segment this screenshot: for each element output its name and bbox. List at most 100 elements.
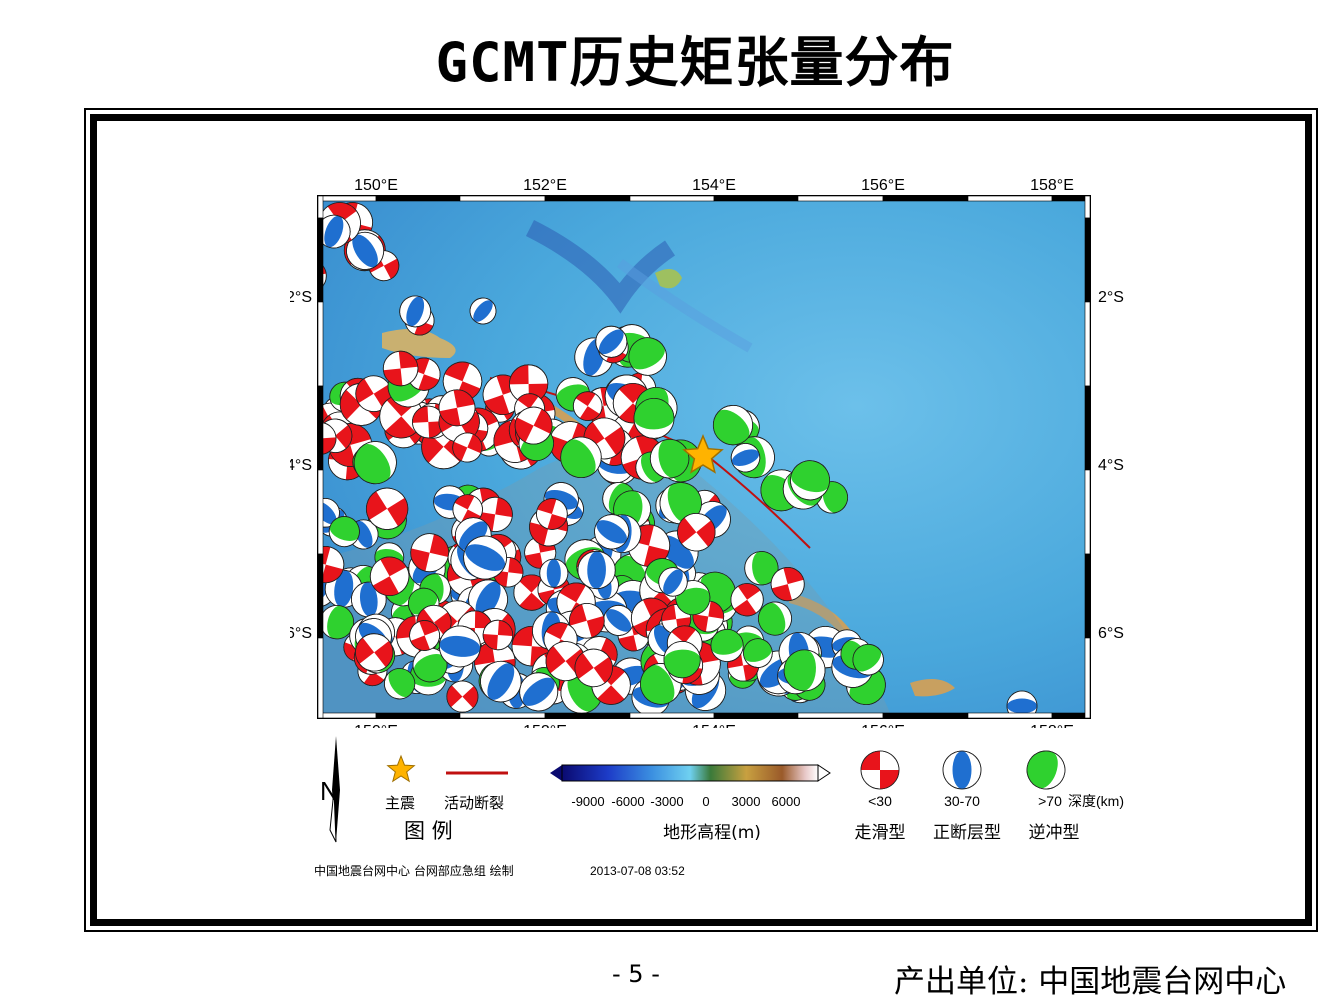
focal-mechanism-beachball: [383, 668, 416, 700]
focal-mechanism-beachball: [514, 406, 553, 445]
depth-label-deep: >70: [1038, 793, 1062, 809]
north-arrow-icon: N: [320, 736, 340, 843]
colorbar-tick: -3000: [650, 794, 683, 809]
mech-label-strike-slip: 走滑型: [855, 823, 906, 843]
legend-panel: N 主震 活动断裂 图 例 -9000 -6000 -3000 0 3000 6…: [314, 736, 1124, 878]
page-title: GCMT历史矩张量分布: [435, 31, 955, 94]
focal-mechanism-beachball: [519, 672, 559, 712]
focal-mechanism-beachball: [860, 750, 900, 790]
map-border-ticks: [317, 195, 1091, 719]
colorbar-right-arrow: [817, 764, 831, 782]
mainshock-legend-label: 主震: [385, 794, 415, 812]
lon-tick-label-top: 156°E: [861, 177, 905, 194]
focal-mechanism-beachball: [412, 405, 445, 439]
lon-tick-label-bottom: 158°E: [1030, 723, 1074, 728]
focal-mechanism-beachball: [942, 750, 982, 790]
focal-mechanism-beachball: [353, 441, 397, 485]
island: [655, 269, 682, 289]
focal-mechanism-beachball: [412, 647, 448, 683]
trench: [525, 219, 676, 314]
focal-mechanism-beachball: [446, 680, 479, 713]
focal-mechanism-layer: [323, 202, 1038, 713]
focal-mechanism-beachball: [463, 535, 508, 580]
focal-mechanism-beachball: [323, 259, 327, 293]
focal-mechanism-beachball: [628, 337, 667, 376]
colorbar-tick: 3000: [732, 794, 761, 809]
focal-mechanism-beachball: [783, 649, 826, 692]
focal-mechanism-beachball: [482, 619, 514, 651]
focal-mechanism-beachball: [572, 391, 603, 421]
mech-label-thrust: 逆冲型: [1029, 823, 1080, 843]
focal-mechanism-beachball: [323, 214, 351, 249]
lon-tick-label-top: 152°E: [523, 177, 567, 194]
elevation-colorbar: [561, 764, 819, 782]
focal-mechanism-beachball: [410, 533, 450, 573]
credit-producer: 中国地震台网中心 台网部应急组 绘制: [314, 863, 514, 878]
focal-mechanism-beachball: [659, 482, 702, 525]
focal-mechanism-beachball: [539, 558, 569, 588]
lon-tick-label-top: 154°E: [692, 177, 736, 194]
focal-mechanism-beachball: [452, 432, 483, 463]
ridge: [617, 258, 753, 353]
focal-mechanism-beachball: [649, 439, 690, 479]
focal-mechanism-beachball: [382, 350, 419, 387]
focal-mechanism-beachball: [730, 583, 764, 617]
lon-tick-label-bottom: 152°E: [523, 723, 567, 728]
focal-mechanism-beachball: [323, 605, 355, 640]
lon-tick-label-bottom: 150°E: [354, 723, 398, 728]
depth-label-mid: 30-70: [944, 793, 980, 809]
lat-tick-label-right: 4°S: [1098, 457, 1124, 474]
page-number: - 5 -: [612, 960, 660, 988]
fault-legend-label: 活动断裂: [444, 794, 504, 812]
focal-mechanism-beachball: [852, 644, 884, 676]
focal-mechanism-beachball: [399, 295, 432, 328]
colorbar-left-arrow: [550, 765, 562, 781]
focal-mechanism-beachball: [409, 620, 441, 651]
producer-footer: 产出单位: 中国地震台网中心: [894, 964, 1287, 1000]
focal-mechanism-beachball: [710, 628, 744, 663]
colorbar-tick: 0: [702, 794, 709, 809]
focal-mechanism-beachball: [365, 487, 409, 530]
focal-mechanism-beachball: [730, 443, 761, 473]
island: [910, 679, 955, 697]
focal-mechanism-beachball: [663, 641, 701, 679]
lat-tick-label-left: 4°S: [290, 457, 312, 474]
focal-mechanism-beachball: [789, 460, 831, 501]
island: [382, 329, 456, 358]
colorbar-tick: 6000: [772, 794, 801, 809]
lon-tick-label-bottom: 154°E: [692, 723, 736, 728]
focal-mechanism-beachball: [743, 638, 773, 668]
mainshock-legend-star-icon: [386, 754, 416, 783]
focal-mechanism-beachball: [568, 602, 605, 639]
focal-mechanism-beachball: [328, 516, 360, 548]
focal-mechanism-beachball: [536, 498, 568, 530]
focal-mechanism-beachball: [560, 436, 602, 478]
lon-tick-label-top: 158°E: [1030, 177, 1074, 194]
focal-mechanism-beachball: [770, 567, 805, 602]
depth-unit-label: 深度(km): [1068, 793, 1124, 809]
lat-tick-label-right: 6°S: [1098, 625, 1124, 642]
map-frame-inner: [90, 114, 1312, 926]
focal-mechanism-beachball: [1006, 690, 1038, 713]
focal-mechanism-beachball: [452, 494, 483, 525]
focal-mechanism-beachball: [574, 648, 613, 688]
lat-tick-label-right: 2°S: [1098, 289, 1124, 306]
focal-mechanism-beachball: [323, 546, 345, 584]
seismic-map: 150°E 152°E 154°E 156°E 158°E 150°E 152°…: [290, 177, 1124, 728]
mechanism-legend: [860, 750, 1066, 790]
focal-mechanism-beachball: [603, 604, 635, 636]
focal-mechanism-beachball: [677, 513, 716, 552]
focal-mechanism-beachball: [744, 551, 779, 586]
focal-mechanism-beachball: [595, 325, 628, 358]
focal-mechanism-beachball: [469, 297, 497, 325]
focal-mechanism-beachball: [323, 422, 337, 455]
mech-label-normal: 正断层型: [933, 823, 1001, 843]
focal-mechanism-beachball: [712, 405, 754, 446]
map-frame-outer: [84, 108, 1318, 932]
lon-tick-label-top: 150°E: [354, 177, 398, 194]
north-label: N: [320, 776, 339, 806]
legend-title: 图 例: [404, 819, 453, 843]
depth-label-shallow: <30: [868, 793, 892, 809]
colorbar-title: 地形高程(m): [663, 823, 761, 843]
credit-timestamp: 2013-07-08 03:52: [590, 864, 685, 878]
